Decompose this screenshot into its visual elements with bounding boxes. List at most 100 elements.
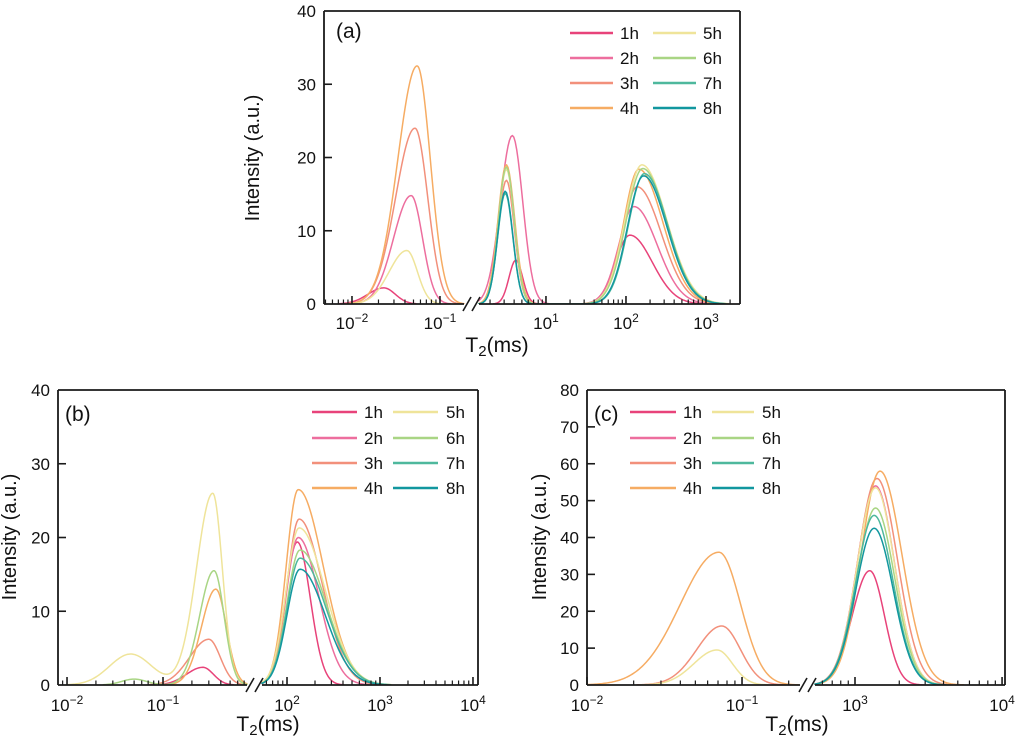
x-ticks-b xyxy=(62,677,474,685)
legend-label-4h: 4h xyxy=(683,479,702,498)
series-7h-line xyxy=(261,557,392,685)
x-tick-label: 101 xyxy=(533,311,559,333)
legend-entry-4h: 4h xyxy=(312,479,383,498)
x-tick-label: 102 xyxy=(274,693,300,715)
legend-entry-3h: 3h xyxy=(312,454,383,473)
legend-entry-2h: 2h xyxy=(312,429,383,448)
legend-label-1h: 1h xyxy=(683,403,702,422)
y-tick-label: 50 xyxy=(560,492,579,511)
x-tick-label: 10−2 xyxy=(571,693,604,715)
legend-entry-4h: 4h xyxy=(570,99,639,118)
series-1h-line xyxy=(155,666,235,685)
legend-label-7h: 7h xyxy=(446,454,465,473)
series-3h-line xyxy=(345,127,462,304)
legend-a: 1h 2h 3h 4h 5h 6h 7h 8h xyxy=(570,24,722,118)
legend-label-1h: 1h xyxy=(364,403,383,422)
chart-panel-b: 10−2 10−1 102 103 104 0 10 20 30 40 (b) Intensity (… xyxy=(0,381,486,739)
legend-c: 1h 2h 3h 4h 5h 6h 7h 8h xyxy=(630,403,781,498)
legend-label-8h: 8h xyxy=(446,479,465,498)
series-3h-line xyxy=(478,179,721,304)
legend-entry-5h: 5h xyxy=(653,24,722,43)
legend-label-1h: 1h xyxy=(620,24,639,43)
legend-entry-7h: 7h xyxy=(393,454,465,473)
y-tick-label: 10 xyxy=(560,639,579,658)
series-3h-line xyxy=(147,638,247,685)
legend-entry-6h: 6h xyxy=(393,429,465,448)
y-tick-label: 10 xyxy=(31,602,50,621)
series-5h-line xyxy=(639,649,769,685)
y-tick-label: 20 xyxy=(297,149,316,168)
x-ticks-a xyxy=(324,296,731,304)
legend-label-4h: 4h xyxy=(364,479,383,498)
legend-entry-4h: 4h xyxy=(630,479,702,498)
legend-label-3h: 3h xyxy=(620,74,639,93)
series-3h-line xyxy=(635,625,787,685)
legend-entry-1h: 1h xyxy=(312,403,383,422)
chart-panel-a: 10−2 10−1 101 102 103 0 10 20 30 40 (a) Intensity (… xyxy=(242,2,741,360)
x-axis-title: T2(ms) xyxy=(236,713,299,739)
series-4h-line xyxy=(345,65,465,304)
y-tick-label: 70 xyxy=(560,418,579,437)
legend-label-6h: 6h xyxy=(446,429,465,448)
legend-label-6h: 6h xyxy=(762,429,781,448)
legend-entry-6h: 6h xyxy=(653,49,722,68)
legend-entry-2h: 2h xyxy=(570,49,639,68)
series-8h-line xyxy=(814,527,947,685)
x-tick-label: 10−1 xyxy=(147,693,180,715)
y-tick-label: 40 xyxy=(560,529,579,548)
x-tick-label: 102 xyxy=(613,311,639,333)
legend-label-3h: 3h xyxy=(683,454,702,473)
x-ticks-c xyxy=(586,677,1003,685)
series-4h-line xyxy=(166,588,248,685)
y-tick-label: 0 xyxy=(307,295,316,314)
legend-label-2h: 2h xyxy=(683,429,702,448)
legend-entry-8h: 8h xyxy=(712,479,781,498)
legend-entry-8h: 8h xyxy=(393,479,465,498)
legend-entry-8h: 8h xyxy=(653,99,722,118)
series-2h-line xyxy=(478,134,714,304)
series-5h-line xyxy=(349,249,442,304)
series-curves-a xyxy=(338,65,730,304)
x-tick-label: 10−2 xyxy=(51,693,84,715)
legend-label-6h: 6h xyxy=(703,49,722,68)
legend-label-5h: 5h xyxy=(446,403,465,422)
legend-entry-5h: 5h xyxy=(712,403,781,422)
x-tick-label: 10−1 xyxy=(424,311,457,333)
legend-label-5h: 5h xyxy=(762,403,781,422)
y-tick-label: 0 xyxy=(41,676,50,695)
legend-label-8h: 8h xyxy=(703,99,722,118)
legend-b: 1h 2h 3h 4h 5h 6h 7h 8h xyxy=(312,403,465,498)
x-axis-title: T2(ms) xyxy=(465,334,528,360)
legend-entry-7h: 7h xyxy=(712,454,781,473)
y-tick-label: 30 xyxy=(560,565,579,584)
legend-entry-2h: 2h xyxy=(630,429,702,448)
y-tick-label: 40 xyxy=(297,2,316,21)
series-6h-line xyxy=(102,570,248,685)
x-tick-label: 103 xyxy=(693,311,719,333)
panel-label-a: (a) xyxy=(336,20,362,43)
axis-break-marks xyxy=(245,677,264,693)
x-tick-label: 104 xyxy=(989,693,1015,715)
x-tick-label: 10−2 xyxy=(336,311,369,333)
x-tick-label: 104 xyxy=(460,693,486,715)
y-tick-label: 40 xyxy=(31,381,50,400)
series-5h-line xyxy=(65,492,248,685)
y-axis-title: Intensity (a.u.) xyxy=(529,474,551,601)
legend-label-2h: 2h xyxy=(620,49,639,68)
y-tick-label: 30 xyxy=(31,455,50,474)
series-curves-b xyxy=(65,488,393,685)
legend-label-5h: 5h xyxy=(703,24,722,43)
x-axis-title: T2(ms) xyxy=(765,713,828,739)
y-tick-label: 30 xyxy=(297,75,316,94)
legend-label-4h: 4h xyxy=(620,99,639,118)
y-tick-label: 80 xyxy=(560,381,579,400)
y-tick-label: 20 xyxy=(31,529,50,548)
legend-label-2h: 2h xyxy=(364,429,383,448)
y-tick-label: 10 xyxy=(297,222,316,241)
series-4h-line xyxy=(587,551,800,685)
legend-label-7h: 7h xyxy=(703,74,722,93)
chart-panel-c: 10−2 10−1 103 104 0 10 20 30 40 50 60 70 80 (c) Intens… xyxy=(529,381,1015,739)
axes-b xyxy=(57,389,479,686)
